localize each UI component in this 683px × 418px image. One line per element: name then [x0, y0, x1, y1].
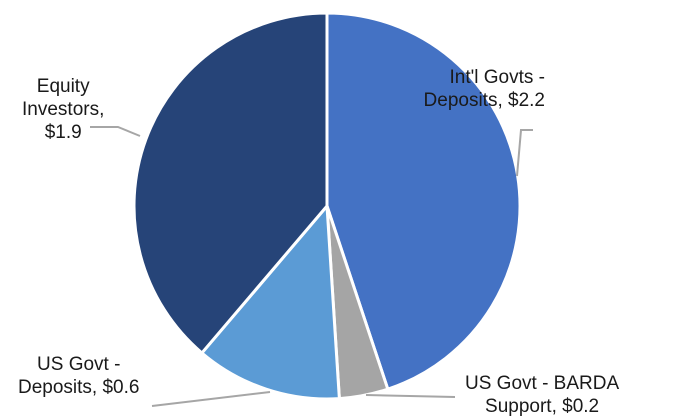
- slice-label-equity-investors: Equity Investors, $1.9: [22, 76, 105, 143]
- leader-line-us-govt-deposits: [151, 391, 271, 407]
- leader-line-us-govt-barda-support: [365, 394, 456, 398]
- pie-slice-us-govt-deposits: [200, 204, 341, 401]
- leader-line-intl-govts-deposits: [516, 129, 533, 177]
- slice-label-us-govt-deposits: US Govt - Deposits, $0.6: [18, 354, 140, 398]
- pie-slices: [132, 11, 522, 401]
- slice-label-us-govt-barda-support: US Govt - BARDA Support, $0.2: [465, 373, 620, 417]
- leader-lines: [90, 126, 533, 407]
- pie-slice-equity-investors: [132, 11, 329, 355]
- leader-line-equity-investors: [90, 126, 141, 137]
